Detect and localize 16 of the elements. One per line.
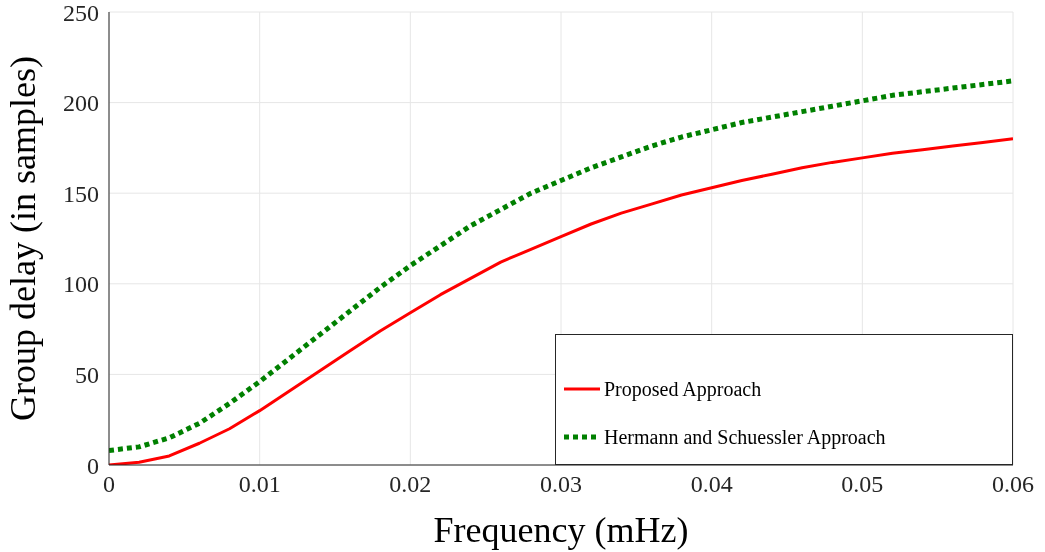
x-tick-label: 0.06 — [992, 471, 1034, 498]
y-tick-label: 0 — [87, 452, 99, 479]
x-tick-label: 0.02 — [389, 471, 432, 498]
x-tick-label: 0.03 — [540, 471, 582, 498]
x-tick-label: 0.05 — [841, 471, 884, 498]
y-tick-label: 200 — [63, 90, 99, 117]
legend-label: Proposed Approach — [604, 377, 762, 401]
y-tick-label: 250 — [63, 0, 99, 26]
x-tick-label: 0.04 — [690, 471, 733, 498]
y-tick-label: 150 — [63, 180, 99, 207]
y-tick-label: 100 — [63, 271, 99, 298]
y-axis-title: Group delay (in samples) — [2, 56, 43, 421]
legend-label: Hermann and Schuessler Approach — [604, 425, 886, 449]
y-tick-label: 50 — [75, 361, 99, 388]
x-axis-title: Frequency (mHz) — [433, 510, 689, 550]
x-tick-label: 0.01 — [238, 471, 281, 498]
